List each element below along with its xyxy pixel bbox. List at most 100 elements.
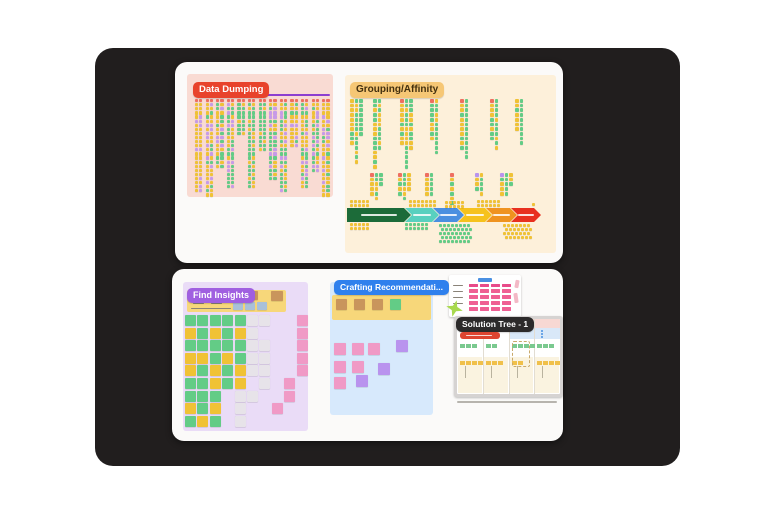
sticky-note[interactable]: [279, 135, 284, 140]
sticky-note[interactable]: [479, 191, 484, 196]
sticky-note[interactable]: [290, 107, 294, 111]
sticky-note[interactable]: [252, 111, 256, 115]
sticky-note[interactable]: [195, 103, 199, 107]
sticky-note[interactable]: [301, 103, 305, 107]
sticky-note[interactable]: [326, 160, 330, 164]
sticky-note[interactable]: [269, 119, 273, 123]
data-dumping-label[interactable]: Data Dumping: [193, 82, 270, 98]
sticky-note[interactable]: [185, 315, 196, 326]
sticky-note[interactable]: [241, 123, 245, 127]
sticky-note[interactable]: [230, 148, 235, 152]
sticky-note[interactable]: [199, 140, 203, 144]
sticky-note[interactable]: [519, 99, 524, 103]
sticky-note[interactable]: [305, 181, 309, 185]
sticky-note[interactable]: [197, 340, 209, 352]
sticky-note[interactable]: [475, 187, 479, 191]
sticky-note[interactable]: [513, 236, 517, 240]
sticky-note[interactable]: [377, 117, 382, 122]
sticky-note[interactable]: [199, 144, 203, 148]
sticky-note[interactable]: [377, 146, 382, 150]
sticky-note[interactable]: [279, 119, 284, 123]
sticky-note[interactable]: [205, 131, 209, 136]
sticky-note[interactable]: [350, 200, 354, 204]
sticky-note[interactable]: [220, 135, 224, 140]
sticky-note[interactable]: [430, 117, 434, 122]
sticky-note[interactable]: [216, 123, 220, 127]
sticky-note[interactable]: [379, 177, 384, 182]
sticky-note[interactable]: [247, 340, 258, 352]
sticky-note[interactable]: [205, 127, 209, 131]
sticky-note[interactable]: [523, 224, 527, 228]
sticky-note[interactable]: [230, 119, 235, 123]
sticky-note[interactable]: [205, 148, 209, 152]
sticky-note[interactable]: [409, 223, 413, 227]
sticky-note[interactable]: [400, 108, 404, 113]
sticky-note[interactable]: [322, 103, 326, 107]
sticky-note[interactable]: [248, 103, 252, 107]
sticky-note[interactable]: [205, 156, 209, 160]
sticky-note[interactable]: [379, 173, 384, 177]
sticky-note[interactable]: [199, 160, 203, 164]
sticky-note[interactable]: [209, 144, 213, 148]
sticky-note[interactable]: [334, 377, 346, 389]
sticky-note[interactable]: [195, 127, 199, 131]
sticky-note[interactable]: [262, 148, 266, 152]
sticky-note[interactable]: [373, 146, 377, 150]
sticky-note[interactable]: [326, 107, 330, 111]
sticky-note[interactable]: [425, 227, 429, 231]
sticky-note[interactable]: [509, 236, 513, 240]
sticky-note[interactable]: [205, 193, 209, 197]
sticky-note[interactable]: [433, 204, 437, 208]
sticky-note[interactable]: [322, 123, 326, 127]
sticky-note[interactable]: [209, 327, 221, 339]
journey-segment[interactable]: [405, 208, 439, 222]
sticky-note[interactable]: [354, 223, 358, 227]
sticky-note[interactable]: [490, 122, 494, 127]
sticky-note[interactable]: [322, 181, 326, 185]
sticky-note[interactable]: [283, 160, 288, 164]
sticky-note[interactable]: [500, 187, 504, 191]
sticky-note[interactable]: [509, 173, 514, 177]
sticky-note[interactable]: [434, 136, 439, 141]
sticky-note[interactable]: [195, 107, 199, 111]
sticky-note[interactable]: [370, 173, 374, 177]
sticky-note[interactable]: [226, 148, 231, 152]
sticky-note[interactable]: [199, 131, 203, 136]
sticky-note[interactable]: [322, 127, 326, 131]
sticky-note[interactable]: [459, 232, 463, 236]
grouping-affinity-region[interactable]: Grouping/Affinity: [345, 75, 556, 253]
sticky-note[interactable]: [445, 236, 449, 240]
sticky-note[interactable]: [465, 236, 469, 240]
sticky-note[interactable]: [413, 227, 417, 231]
sticky-note[interactable]: [400, 99, 404, 103]
sticky-note[interactable]: [262, 140, 266, 144]
sticky-note[interactable]: [269, 131, 273, 136]
sticky-note[interactable]: [464, 127, 469, 131]
sticky-note[interactable]: [234, 415, 246, 427]
sticky-note[interactable]: [273, 148, 277, 152]
sticky-note[interactable]: [322, 193, 326, 197]
sticky-note[interactable]: [517, 228, 521, 232]
sticky-note[interactable]: [237, 131, 241, 136]
sticky-note[interactable]: [494, 127, 499, 131]
sticky-note[interactable]: [500, 191, 504, 196]
sticky-note[interactable]: [326, 135, 330, 140]
sticky-note[interactable]: [199, 119, 203, 123]
sticky-note[interactable]: [463, 240, 467, 244]
sticky-note[interactable]: [273, 164, 277, 168]
sticky-note[interactable]: [241, 99, 245, 103]
sticky-note[interactable]: [216, 115, 220, 119]
sticky-note[interactable]: [283, 189, 288, 193]
sticky-note[interactable]: [296, 315, 308, 326]
sticky-note[interactable]: [311, 131, 315, 136]
sticky-note[interactable]: [226, 144, 231, 148]
sticky-note[interactable]: [248, 148, 252, 152]
sticky-note[interactable]: [503, 232, 507, 236]
sticky-note[interactable]: [258, 103, 262, 107]
sticky-note[interactable]: [443, 240, 447, 244]
sticky-note[interactable]: [377, 131, 382, 136]
sticky-note[interactable]: [305, 127, 309, 131]
sticky-note[interactable]: [404, 103, 409, 108]
journey-segment[interactable]: [433, 208, 464, 222]
sticky-note[interactable]: [301, 131, 305, 136]
